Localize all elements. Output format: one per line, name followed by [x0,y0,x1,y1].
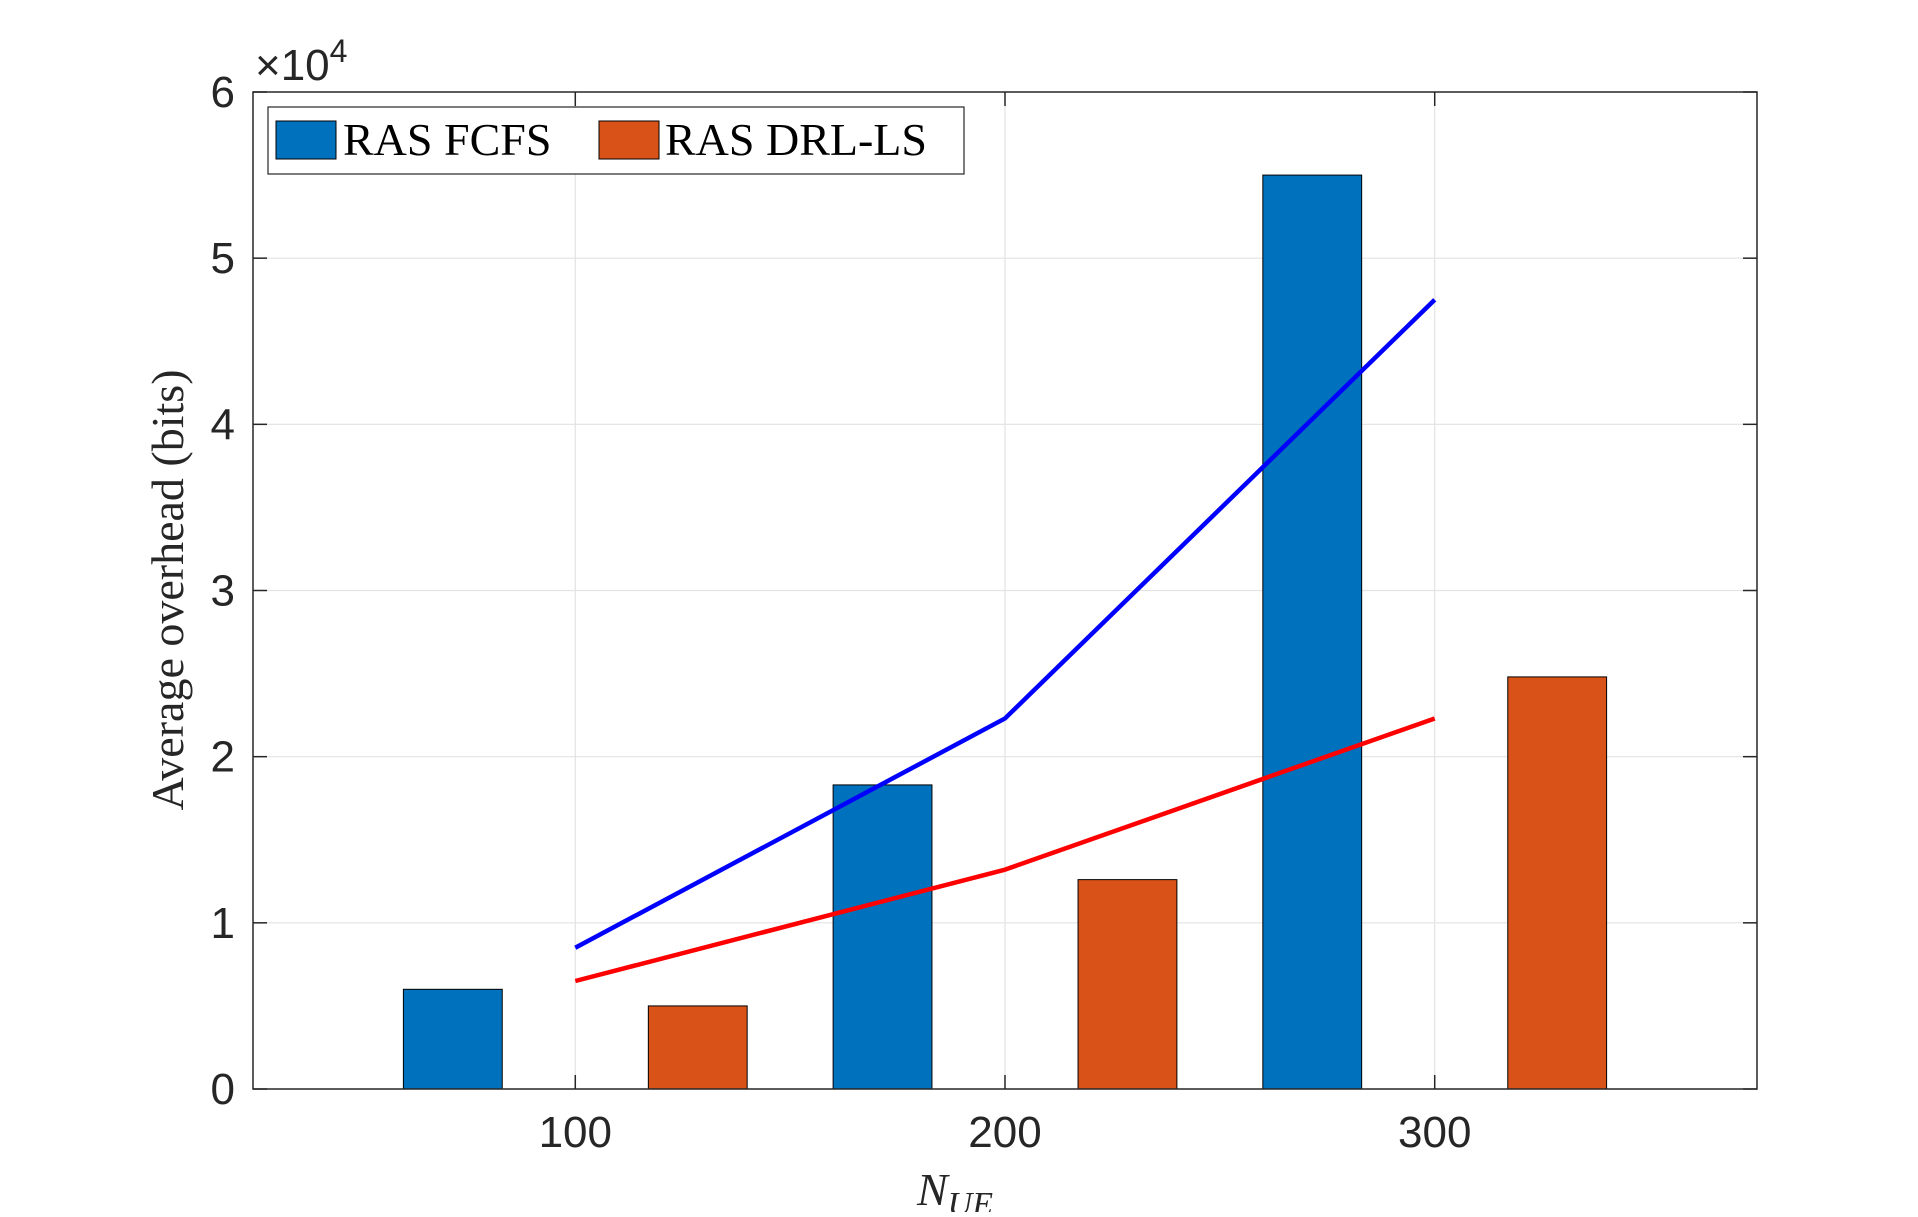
y-tick-label: 4 [211,400,235,449]
legend: RAS FCFS RAS DRL-LS [267,106,965,175]
legend-label-series-1: RAS FCFS [343,114,551,165]
y-tick-label: 1 [211,899,235,948]
bars-layer [402,174,1608,1090]
y-multiplier-base: ×10 [255,41,330,90]
y-tick-label: 2 [211,733,235,782]
bar-ras-drl-ls-200 [1077,879,1178,1090]
legend-label-series-2: RAS DRL-LS [665,114,927,165]
y-tick-label: 0 [211,1065,235,1114]
x-tick-label: 200 [968,1108,1041,1157]
trend-line-2 [574,716,1436,984]
bar-ras-drl-ls-300 [1507,676,1608,1090]
trend-line-1 [574,298,1437,950]
y-tick-label: 3 [211,567,235,616]
bar-ras-fcfs-200 [832,784,933,1090]
x-axis-title: NUE [916,1164,993,1212]
grid-layer [253,92,1757,1089]
y-multiplier-exponent: 4 [330,33,348,69]
x-axis-title-main: N [916,1164,950,1212]
lines-layer [574,298,1437,984]
bar-ras-drl-ls-100 [647,1005,748,1090]
y-axis-title: Average overhead (bits) [142,369,193,810]
x-tick-label: 300 [1398,1108,1471,1157]
bar-ras-fcfs-300 [1262,174,1363,1090]
y-tick-label: 5 [211,234,235,283]
x-tick-label: 100 [539,1108,612,1157]
bar-ras-fcfs-100 [402,988,503,1090]
y-tick-label: 6 [211,68,235,117]
legend-swatch-series-1 [275,120,337,160]
legend-swatch-series-2 [598,120,660,160]
ticks-layer: 0 1 2 3 4 5 6 100 200 300 [211,68,1757,1157]
y-multiplier: ×104 [255,33,347,90]
x-axis-title-sub: UE [948,1186,994,1212]
